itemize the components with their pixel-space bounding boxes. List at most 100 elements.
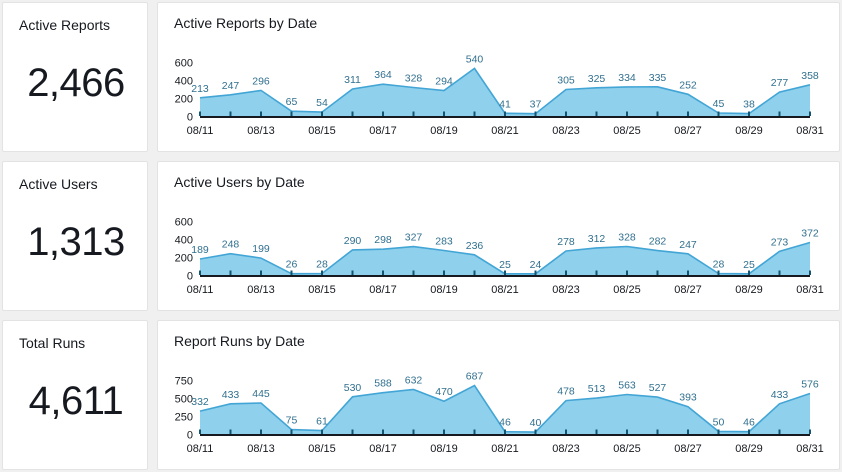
data-label: 54	[316, 97, 328, 109]
y-axis-label: 400	[175, 76, 193, 88]
data-label: 61	[316, 416, 328, 428]
data-label: 588	[374, 378, 392, 390]
x-axis-label: 08/11	[187, 284, 214, 296]
x-axis-label: 08/21	[491, 125, 519, 137]
y-axis-label: 0	[187, 430, 193, 442]
chart-svg: 0 200 400 600 213 247 296 65 54 311 364 328 294 540 41…	[175, 53, 824, 137]
data-label: 46	[499, 417, 511, 429]
data-label: 372	[801, 228, 819, 240]
data-label: 358	[801, 70, 819, 82]
data-label: 273	[771, 236, 789, 248]
y-axis-label: 200	[175, 94, 193, 106]
area-fill	[200, 68, 810, 117]
x-axis-label: 08/31	[796, 125, 824, 137]
kpi-card-active-users: Active Users 1,313	[2, 161, 148, 311]
x-axis-label: 08/17	[369, 443, 397, 455]
data-label: 25	[743, 259, 755, 271]
x-axis-label: 08/29	[735, 284, 763, 296]
kpi-value: 2,466	[27, 60, 125, 105]
x-axis-label: 08/21	[491, 284, 519, 296]
x-axis-label: 08/29	[735, 443, 763, 455]
data-label: 46	[743, 417, 755, 429]
data-label: 37	[530, 99, 542, 111]
data-label: 41	[499, 98, 511, 110]
data-label: 433	[771, 389, 789, 401]
x-axis-label: 08/17	[369, 125, 397, 137]
data-label: 393	[679, 392, 697, 404]
y-axis-label: 600	[175, 217, 193, 229]
data-label: 28	[316, 259, 328, 271]
data-label: 325	[588, 73, 606, 85]
x-axis-label: 08/27	[674, 125, 702, 137]
x-axis-label: 08/15	[308, 443, 336, 455]
x-axis-label: 08/29	[735, 125, 763, 137]
chart-active-reports-by-date[interactable]: 0 200 400 600 213 247 296 65 54 311 364 328 294 540 41…	[174, 39, 824, 139]
x-axis-label: 08/19	[430, 125, 458, 137]
data-label: 26	[286, 259, 298, 271]
kpi-value: 1,313	[27, 219, 125, 264]
data-label: 277	[771, 77, 789, 89]
data-label: 305	[557, 75, 575, 87]
chart-active-users-by-date[interactable]: 0 200 400 600 189 248 199 26 28 290 298 327 283 236 25…	[174, 198, 824, 298]
y-axis-label: 0	[187, 112, 193, 124]
data-label: 527	[649, 382, 667, 394]
kpi-card-total-runs: Total Runs 4,611	[2, 320, 148, 470]
data-label: 576	[801, 379, 819, 391]
y-axis-label: 400	[175, 235, 193, 247]
data-label: 632	[405, 375, 423, 387]
x-axis-label: 08/15	[308, 125, 336, 137]
x-axis-label: 08/13	[247, 284, 275, 296]
data-label: 334	[618, 72, 636, 84]
data-label: 236	[466, 240, 484, 252]
chart-svg: 0 250 500 750 332 433 445 75 61 530 588 632 470 687 46…	[175, 371, 824, 456]
data-label: 530	[344, 382, 362, 394]
data-label: 213	[191, 83, 209, 95]
data-label: 247	[222, 80, 240, 92]
chart-title: Report Runs by Date	[174, 333, 305, 349]
x-axis-label: 08/13	[247, 125, 275, 137]
y-axis-label: 0	[187, 271, 193, 283]
x-axis-label: 08/15	[308, 284, 336, 296]
data-label: 687	[466, 371, 484, 383]
data-label: 199	[252, 243, 270, 255]
data-label: 540	[466, 53, 484, 65]
x-axis-label: 08/25	[613, 284, 641, 296]
x-axis-label: 08/25	[613, 125, 641, 137]
x-axis-label: 08/31	[796, 443, 824, 455]
data-label: 189	[191, 244, 209, 256]
data-label: 335	[649, 72, 667, 84]
data-label: 327	[405, 232, 423, 244]
chart-card-report-runs: Report Runs by Date 0 250 500 750 332 433 445 7…	[157, 320, 840, 470]
data-label: 311	[344, 74, 361, 86]
data-label: 248	[222, 239, 240, 251]
data-label: 283	[435, 236, 453, 248]
data-label: 478	[557, 386, 575, 398]
x-axis-label: 08/31	[796, 284, 824, 296]
data-label: 328	[618, 232, 636, 244]
chart-title: Active Reports by Date	[174, 15, 318, 31]
chart-report-runs-by-date[interactable]: 0 250 500 750 332 433 445 75 61 530 588 632 470 687 46…	[174, 357, 824, 457]
x-axis-label: 08/27	[674, 443, 702, 455]
data-label: 45	[713, 98, 725, 110]
kpi-title: Active Users	[19, 176, 98, 192]
kpi-value: 4,611	[28, 378, 124, 423]
data-label: 290	[344, 235, 362, 247]
y-axis-label: 600	[175, 58, 193, 70]
chart-card-active-reports: Active Reports by Date 0 200 400 600 213 247 2…	[157, 2, 840, 152]
kpi-card-active-reports: Active Reports 2,466	[2, 2, 148, 152]
data-label: 364	[374, 69, 392, 81]
data-label: 312	[588, 233, 606, 245]
chart-title: Active Users by Date	[174, 174, 305, 190]
kpi-title: Active Reports	[19, 17, 111, 33]
x-axis-label: 08/11	[187, 125, 214, 137]
x-axis-label: 08/13	[247, 443, 275, 455]
y-axis-label: 500	[175, 394, 193, 406]
y-axis-label: 750	[175, 376, 193, 388]
chart-card-active-users: Active Users by Date 0 200 400 600 189 248 199…	[157, 161, 840, 311]
y-axis-label: 200	[175, 253, 193, 265]
data-label: 25	[499, 259, 511, 271]
data-label: 50	[713, 416, 725, 428]
data-label: 38	[743, 99, 755, 111]
data-label: 282	[649, 236, 667, 248]
